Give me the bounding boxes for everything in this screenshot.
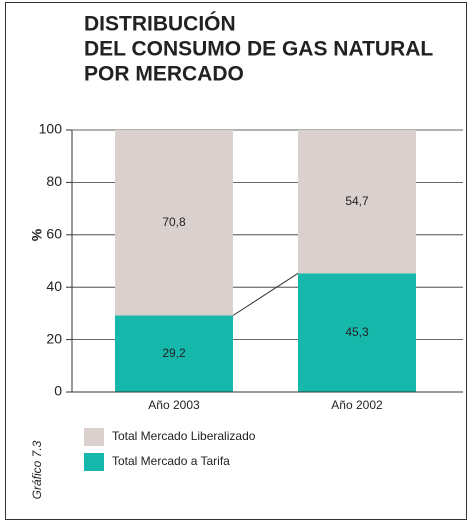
bar-segment — [115, 315, 233, 392]
legend-label: Total Mercado a Tarifa — [112, 454, 230, 468]
chart-title: DEL CONSUMO DE GAS NATURAL — [84, 38, 433, 61]
y-tick-label: 40 — [46, 278, 62, 294]
chart-title: POR MERCADO — [84, 63, 244, 86]
value-label: 70,8 — [162, 215, 186, 229]
figure-label: Gráfico 7.3 — [30, 440, 44, 499]
value-label: 54,7 — [345, 194, 369, 208]
y-tick-label: 80 — [46, 173, 62, 189]
legend-swatch — [84, 453, 104, 471]
y-tick-label: 60 — [46, 226, 62, 242]
x-tick-label: Año 2003 — [148, 398, 200, 412]
value-label: 45,3 — [345, 325, 369, 339]
legend-swatch — [84, 428, 104, 446]
y-tick-label: 100 — [39, 121, 63, 137]
connector-line — [232, 272, 299, 316]
x-tick-label: Año 2002 — [331, 398, 383, 412]
y-axis-label: % — [29, 228, 45, 241]
bar-segment — [115, 130, 233, 316]
frame — [5, 2, 467, 520]
bar-segment — [298, 130, 416, 274]
value-label: 29,2 — [162, 346, 186, 360]
y-tick-label: 20 — [46, 330, 62, 346]
chart-title: DISTRIBUCIÓN — [84, 12, 236, 36]
legend-label: Total Mercado Liberalizado — [112, 429, 256, 443]
bar-segment — [298, 273, 416, 392]
y-tick-label: 0 — [54, 383, 62, 399]
